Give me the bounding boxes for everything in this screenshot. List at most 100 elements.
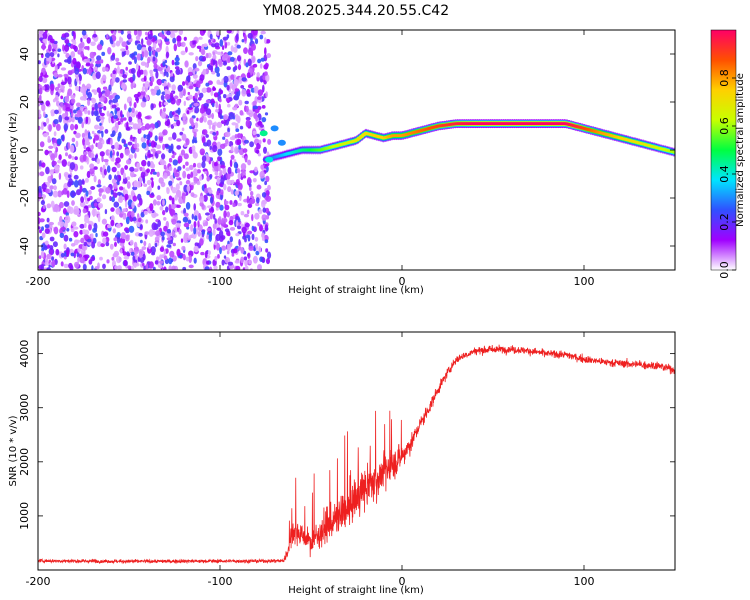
spectrogram-y-ticks: -40 -20 0 20 40 — [18, 47, 675, 255]
spectrogram-cell — [141, 159, 147, 167]
spectrogram-cell — [149, 127, 153, 133]
spectrogram-cell — [151, 163, 156, 169]
spectrogram-cell — [186, 185, 191, 192]
spectrogram-cell — [258, 208, 263, 215]
spectrogram-cell — [178, 228, 182, 235]
spectrogram-cell — [227, 261, 234, 266]
spectrogram-cell — [196, 117, 199, 122]
spectrogram-cell — [98, 188, 104, 193]
spectrogram-cell — [230, 91, 236, 95]
spectrogram-cell — [116, 232, 121, 238]
spectrogram-cell — [181, 127, 185, 132]
spectrogram-cell — [108, 95, 113, 100]
spectrogram-cell — [213, 213, 216, 220]
spectrogram-cell — [209, 212, 213, 220]
spectrogram-cell — [115, 57, 120, 62]
spectrogram-cell — [124, 193, 129, 201]
spectrogram-cell — [211, 160, 215, 169]
spectrogram-cell — [200, 251, 205, 256]
spectrogram-cell — [218, 183, 223, 187]
spectrogram-cell — [126, 110, 131, 119]
spectrogram-cell — [249, 198, 255, 205]
spectrogram-cell — [114, 94, 121, 100]
spectrogram-cell — [212, 54, 217, 61]
spectrogram-cell — [218, 216, 222, 220]
spectrogram-cell — [152, 266, 156, 270]
spectrogram-cell — [187, 106, 193, 111]
spectrogram-cell — [119, 186, 124, 191]
spectrogram-cell — [229, 236, 233, 243]
snr-y-ticks: 1000 2000 3000 4000 — [18, 340, 675, 530]
spectrogram-cell — [39, 141, 45, 148]
snr-y-label: SNR (10 * v/v) — [8, 415, 19, 486]
spectrogram-cell — [121, 82, 126, 90]
spectrogram-cell — [203, 194, 208, 202]
spectrogram-cell — [140, 61, 147, 66]
spectrogram-cell — [161, 111, 167, 119]
spectrogram-cell — [119, 237, 126, 245]
spectrogram-cell — [179, 90, 184, 99]
spectrogram-cell — [199, 117, 204, 123]
spectrogram-cell — [201, 87, 207, 94]
spectrogram-cell — [264, 47, 267, 56]
spectrogram-cell — [119, 152, 124, 159]
spectrogram-cell — [149, 203, 154, 212]
spectrogram-cell — [168, 204, 172, 212]
spectrogram-cell — [155, 70, 159, 79]
spectrogram-cell — [244, 100, 249, 105]
spectrogram-cell — [129, 239, 134, 246]
spectrogram-cell — [53, 226, 59, 235]
spectrogram-cell — [56, 123, 61, 131]
spectrogram-cell — [160, 94, 165, 101]
spectrogram-cell — [157, 66, 163, 72]
spectrogram-cell — [81, 178, 85, 185]
spectrogram-cell — [98, 203, 103, 209]
spectrogram-cell — [224, 41, 228, 49]
spectrogram-cell — [63, 201, 70, 207]
spectrogram-cell — [82, 67, 87, 75]
snr-x-tick-label: -100 — [208, 575, 233, 588]
spectrogram-cell — [75, 132, 81, 139]
spectrogram-cell — [255, 149, 259, 154]
spectrogram-cell — [251, 43, 256, 51]
spectrogram-cell — [188, 264, 194, 269]
spectrogram-cell — [97, 214, 101, 223]
spectrogram-cell — [57, 190, 62, 198]
spectrogram-ridge-cell — [270, 125, 279, 132]
spectrogram-cell — [266, 258, 270, 265]
spectrogram-cell — [39, 171, 45, 177]
spectrogram-cell — [166, 244, 172, 248]
spectrogram-cell — [177, 155, 183, 163]
spectrogram-cell — [98, 108, 102, 114]
spectrogram-cell — [233, 161, 238, 169]
spectrogram-cell — [89, 51, 95, 59]
spectrogram-cell — [69, 264, 74, 270]
spectrogram-cell — [80, 86, 86, 94]
spectrogram-cell — [156, 200, 161, 206]
spectrogram-cell — [127, 141, 133, 146]
spectrogram-cell — [51, 160, 57, 166]
spectrogram-cell — [118, 195, 124, 203]
spectrogram-cell — [204, 250, 208, 259]
spectrogram-cell — [101, 139, 105, 145]
spectrogram-cell — [148, 242, 152, 250]
spectrogram-cell — [55, 248, 60, 256]
spectrogram-cell — [88, 67, 92, 76]
spectrogram-cell — [206, 139, 212, 147]
spectrogram-cell — [101, 155, 104, 163]
spectrogram-cell — [147, 133, 151, 141]
spectrogram-cell — [169, 76, 175, 83]
spectrogram-cell — [205, 212, 210, 216]
spectrogram-cell — [162, 199, 165, 206]
spectrogram-cell — [93, 175, 97, 183]
spectrogram-cell — [190, 224, 194, 232]
spectrogram-cell — [133, 143, 138, 149]
spectrogram-cell — [166, 72, 169, 78]
spectrogram-cell — [102, 66, 106, 73]
spectrogram-cell — [187, 74, 191, 83]
spectrogram-cell — [189, 104, 192, 108]
spectrogram-cell — [148, 153, 154, 158]
spectrogram-cell — [103, 168, 107, 176]
spectrogram-cell — [206, 176, 210, 182]
spectrogram-cell — [204, 170, 208, 175]
